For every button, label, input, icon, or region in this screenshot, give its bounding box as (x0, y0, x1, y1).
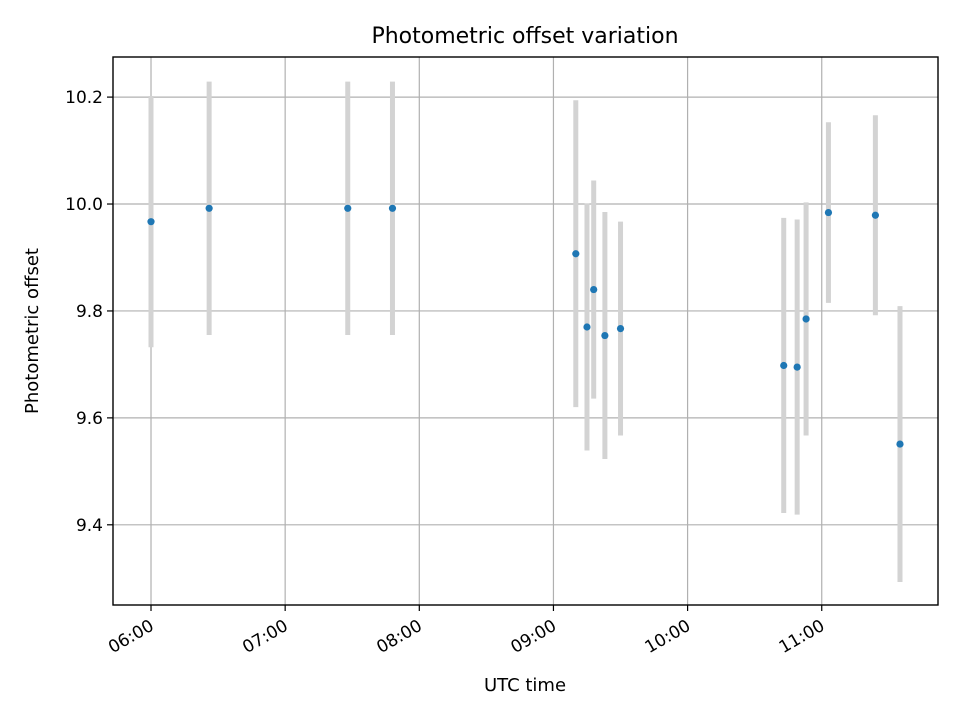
data-point (388, 204, 397, 212)
y-tick-label: 9.4 (76, 516, 103, 536)
data-point (344, 204, 352, 212)
y-tick-label: 9.8 (76, 302, 103, 322)
y-axis-label: Photometric offset (22, 248, 43, 414)
data-point (780, 361, 788, 370)
data-point (601, 331, 609, 340)
y-tick-label: 10.0 (65, 195, 103, 215)
grid-layer (113, 57, 938, 605)
data-point (896, 440, 904, 448)
data-point (793, 363, 801, 371)
chart-title: Photometric offset variation (371, 24, 678, 49)
data-point (616, 324, 625, 333)
data-point (147, 218, 155, 226)
data-point (802, 315, 810, 323)
y-tick-label: 9.6 (76, 409, 103, 429)
data-layer (147, 81, 904, 583)
x-axis-label: UTC time (484, 675, 566, 696)
plot-frame (112, 56, 939, 606)
data-point (572, 250, 580, 258)
data-point (871, 211, 879, 219)
data-point (583, 323, 591, 331)
data-point (590, 285, 598, 294)
data-point (205, 204, 213, 212)
y-tick-label: 10.2 (65, 88, 103, 108)
data-point (824, 208, 833, 217)
